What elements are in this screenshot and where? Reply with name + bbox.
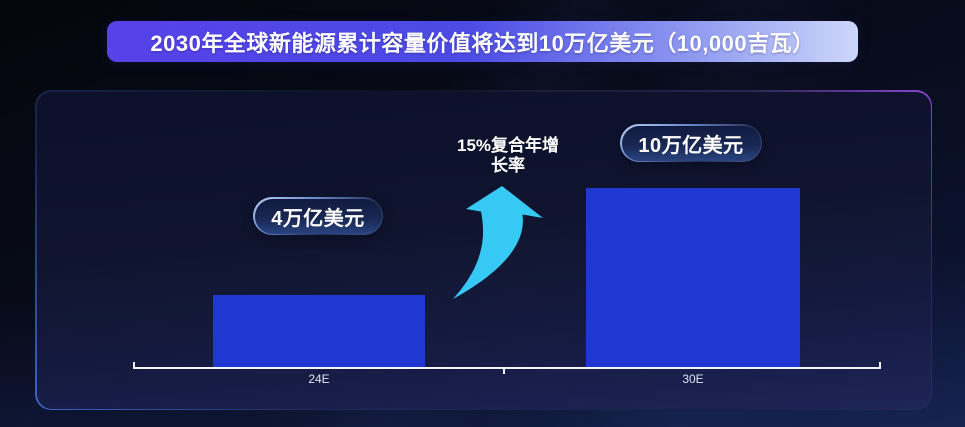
x-axis-label-24e: 24E xyxy=(308,372,330,386)
cagr-annotation-line1: 15%复合年增 xyxy=(456,136,560,155)
x-axis-label-30e: 30E xyxy=(682,372,704,386)
growth-arrow-icon xyxy=(450,184,545,302)
value-badge-10-trillion: 10万亿美元 xyxy=(620,124,762,162)
x-axis-line xyxy=(133,367,881,369)
cagr-annotation: 15%复合年增 长率 xyxy=(433,136,583,176)
x-axis-tick-left xyxy=(133,362,135,367)
value-badge-label: 10万亿美元 xyxy=(621,125,761,161)
x-axis-tick-middle xyxy=(503,369,505,374)
value-badge-label: 4万亿美元 xyxy=(254,198,382,234)
bar-24e xyxy=(213,295,425,367)
cagr-annotation-line2: 长率 xyxy=(491,156,525,175)
x-axis-tick-right xyxy=(879,362,881,367)
bar-30e xyxy=(586,188,800,367)
page-title: 2030年全球新能源累计容量价值将达到10万亿美元（10,000吉瓦） xyxy=(150,30,815,56)
value-badge-4-trillion: 4万亿美元 xyxy=(253,197,383,235)
chart-panel: 24E 30E 4万亿美元 10万亿美元 15%复合年增 长率 xyxy=(35,90,932,410)
title-banner: 2030年全球新能源累计容量价值将达到10万亿美元（10,000吉瓦） xyxy=(107,21,858,62)
